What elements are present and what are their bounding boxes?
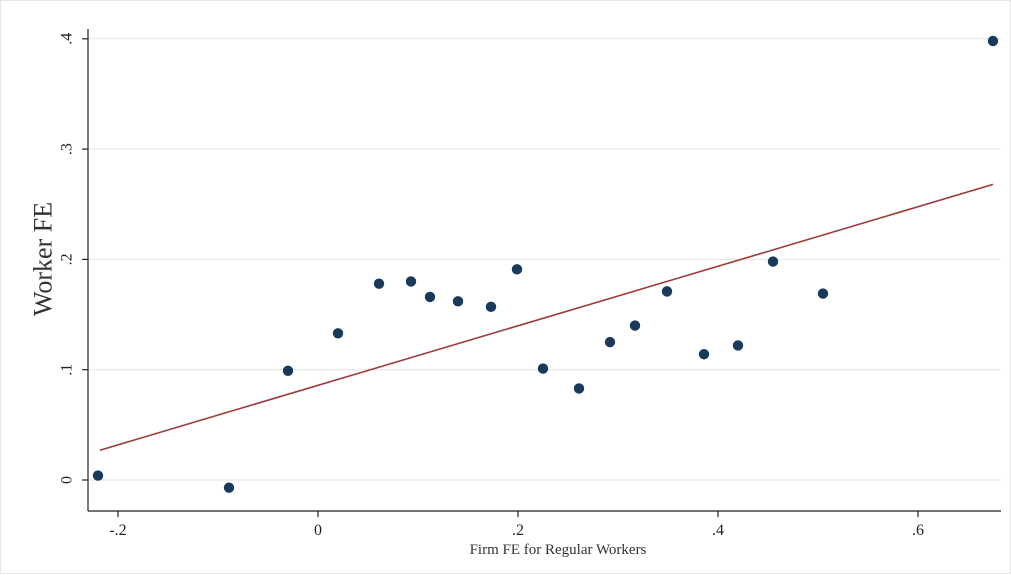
x-tick-label: .6: [912, 522, 924, 539]
scatter-point: [661, 286, 673, 297]
x-tick-label: .2: [512, 522, 524, 539]
y-tick-label: 0: [59, 476, 76, 484]
scatter-point: [537, 363, 549, 374]
y-tick-label: .3: [59, 143, 76, 155]
scatter-point: [485, 301, 497, 313]
scatter-point: [223, 482, 235, 493]
scatter-point: [452, 296, 464, 307]
scatter-point: [373, 278, 385, 289]
tick-marks: [82, 38, 919, 517]
y-tick-label: .1: [59, 364, 76, 376]
x-axis-title: Firm FE for Regular Workers: [470, 542, 647, 558]
x-tick-label: 0: [314, 522, 322, 539]
scatter-point: [92, 470, 104, 481]
scatter-points: [92, 35, 999, 493]
axes: [87, 29, 1001, 512]
scatter-point: [629, 320, 641, 331]
scatter-point: [332, 328, 344, 339]
scatter-point: [573, 383, 585, 394]
scatter-point: [405, 276, 417, 287]
fit-line: [99, 183, 994, 451]
y-tick-label: .4: [59, 33, 76, 45]
scatter-point: [817, 288, 829, 299]
scatter-point: [698, 349, 710, 360]
scatter-point: [424, 291, 436, 303]
scatter-point: [767, 256, 779, 267]
y-tick-label: .2: [59, 253, 76, 265]
x-tick-label: .4: [712, 522, 724, 539]
scatter-point: [604, 336, 616, 348]
scatter-point: [282, 365, 294, 377]
x-tick-label: -.2: [109, 522, 126, 539]
y-axis-title: Worker FE: [29, 202, 58, 316]
scatter-point: [511, 264, 523, 275]
scatter-point: [732, 340, 744, 351]
scatter-point: [987, 35, 999, 47]
fit-line-layer: [99, 183, 994, 451]
grid-lines: [88, 38, 1001, 481]
